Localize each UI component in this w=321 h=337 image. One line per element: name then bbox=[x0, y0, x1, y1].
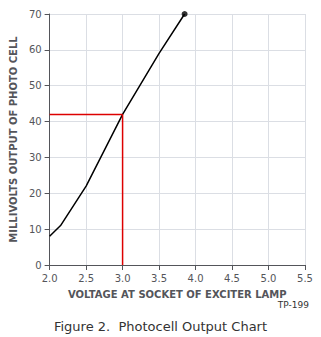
svg-text:10: 10 bbox=[29, 224, 42, 235]
svg-text:40: 40 bbox=[29, 116, 42, 127]
svg-text:70: 70 bbox=[29, 9, 42, 20]
svg-text:60: 60 bbox=[29, 44, 42, 55]
svg-text:30: 30 bbox=[29, 152, 42, 163]
svg-text:TP-199: TP-199 bbox=[277, 300, 309, 310]
svg-text:5.5: 5.5 bbox=[297, 273, 313, 284]
svg-text:VOLTAGE AT SOCKET OF EXCITER L: VOLTAGE AT SOCKET OF EXCITER LAMP bbox=[68, 289, 287, 300]
svg-text:3.5: 3.5 bbox=[151, 273, 167, 284]
svg-text:3.0: 3.0 bbox=[115, 273, 131, 284]
svg-text:20: 20 bbox=[29, 188, 42, 199]
svg-text:Figure 2. Photocell Output Ch: Figure 2. Photocell Output Chart bbox=[54, 319, 267, 334]
svg-text:2.0: 2.0 bbox=[42, 273, 58, 284]
svg-text:0: 0 bbox=[35, 260, 41, 271]
svg-text:2.5: 2.5 bbox=[78, 273, 94, 284]
svg-text:5.0: 5.0 bbox=[261, 273, 277, 284]
svg-text:4.0: 4.0 bbox=[188, 273, 204, 284]
svg-text:MILLIVOLTS OUTPUT OF PHOTO CEL: MILLIVOLTS OUTPUT OF PHOTO CELL bbox=[8, 36, 19, 243]
svg-text:4.5: 4.5 bbox=[224, 273, 240, 284]
svg-text:50: 50 bbox=[29, 80, 42, 91]
